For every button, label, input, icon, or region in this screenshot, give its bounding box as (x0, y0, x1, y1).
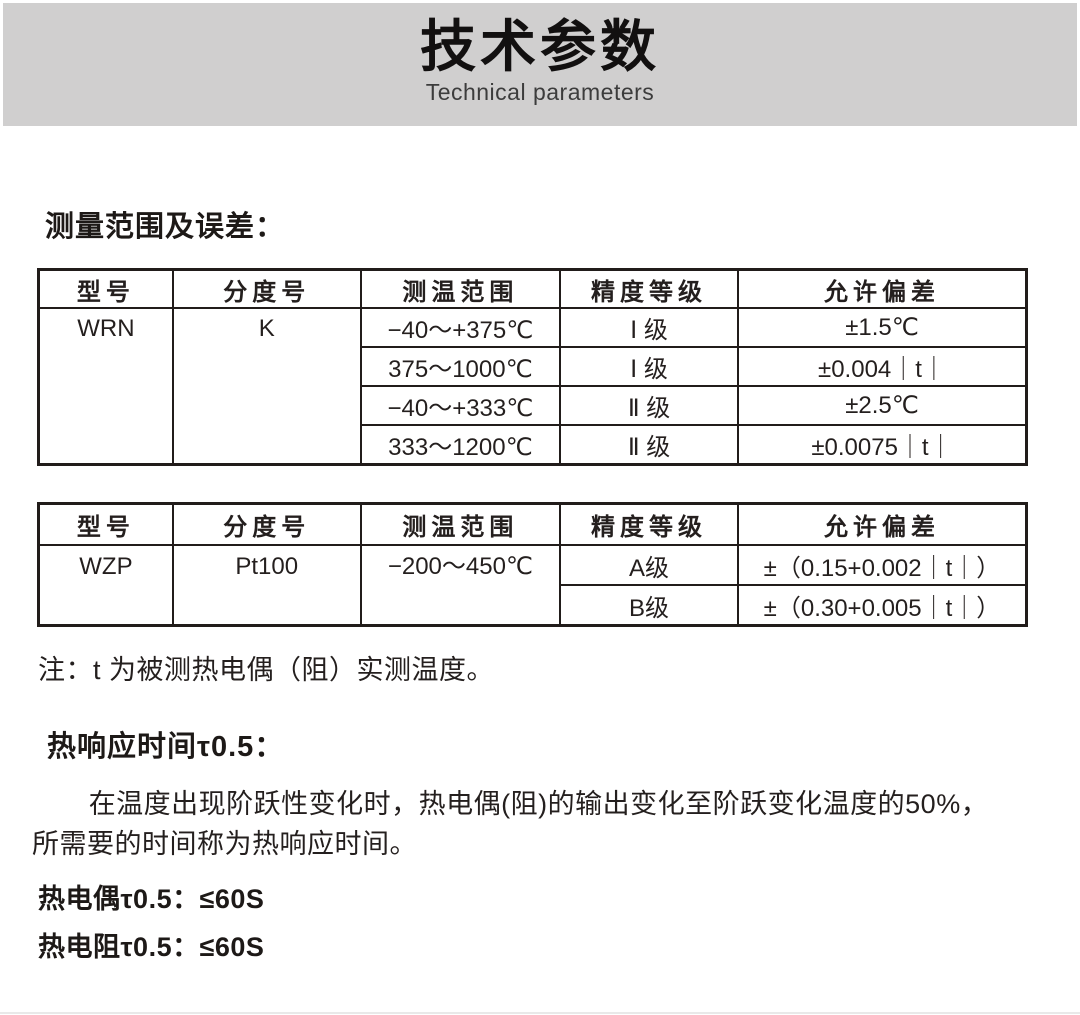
cell-accuracy-grade: Ⅱ 级 (559, 385, 739, 426)
cell-allowed-deviation: ±1.5℃ (736, 307, 1028, 348)
cell-graduation: Pt100 (171, 544, 362, 627)
column-header-deviation: 允许偏差 (736, 268, 1028, 309)
cell-model: WRN (37, 307, 174, 466)
table-row: B级 ±（0.30+0.005｜t｜） (39, 584, 1028, 627)
cell-temp-range: −200～450℃ (359, 544, 562, 627)
page-title: 技术参数 (420, 15, 660, 78)
column-header-model: 型号 (37, 268, 174, 309)
rtd-response-time: 热电阻τ0.5：≤60S (38, 932, 265, 962)
cell-temp-range: 375～1000℃ (359, 346, 562, 387)
cell-allowed-deviation: ±2.5℃ (736, 385, 1028, 426)
table-row: −40～+333℃ Ⅱ 级 ±2.5℃ (39, 385, 1028, 426)
section-title-response-time: 热响应时间τ0.5： (47, 731, 285, 763)
column-header-deviation: 允许偏差 (736, 502, 1028, 546)
thermocouple-spec-table: 型号 分度号 测温范围 精度等级 允许偏差 WRN K −40～+375℃ Ⅰ … (37, 268, 1028, 466)
column-header-model: 型号 (37, 502, 174, 546)
column-header-graduation: 分度号 (171, 268, 362, 309)
column-header-grade: 精度等级 (559, 268, 739, 309)
column-header-range: 测温范围 (359, 502, 562, 546)
thermocouple-response-time: 热电偶τ0.5：≤60S (38, 884, 265, 914)
page-subtitle: Technical parameters (425, 79, 655, 106)
rtd-spec-table: 型号 分度号 测温范围 精度等级 允许偏差 WZP Pt100 −200～450… (37, 502, 1028, 627)
cell-allowed-deviation: ±0.0075｜t｜ (736, 424, 1028, 466)
cell-accuracy-grade: Ⅰ 级 (559, 307, 739, 348)
cell-accuracy-grade: Ⅰ 级 (559, 346, 739, 387)
table-header-row: 型号 分度号 测温范围 精度等级 允许偏差 (37, 268, 1028, 309)
column-header-graduation: 分度号 (171, 502, 362, 546)
table-row: 333～1200℃ Ⅱ 级 ±0.0075｜t｜ (39, 424, 1028, 466)
table-row: 375～1000℃ Ⅰ 级 ±0.004｜t｜ (39, 346, 1028, 387)
table-row: WZP Pt100 −200～450℃ A级 ±（0.15+0.002｜t｜） (37, 544, 1028, 627)
cell-accuracy-grade: A级 (559, 544, 739, 586)
cell-allowed-deviation: ±（0.15+0.002｜t｜） (736, 544, 1028, 586)
cell-accuracy-grade: Ⅱ 级 (559, 424, 739, 466)
table-header-row: 型号 分度号 测温范围 精度等级 允许偏差 (37, 502, 1028, 546)
table-row: WRN K −40～+375℃ Ⅰ 级 ±1.5℃ (37, 307, 1028, 466)
cell-accuracy-grade: B级 (559, 584, 739, 627)
cell-model: WZP (37, 544, 174, 627)
cell-temp-range: −40～+333℃ (359, 385, 562, 426)
cell-graduation: K (171, 307, 362, 466)
response-time-description: 在温度出现阶跃性变化时，热电偶(阻)的输出变化至阶跃变化温度的50%，所需要的时… (32, 789, 989, 859)
bottom-divider (0, 1012, 1080, 1014)
note-text: 注：t 为被测热电偶（阻）实测温度。 (38, 655, 495, 685)
column-header-range: 测温范围 (359, 268, 562, 309)
section-title-measurement: 测量范围及误差： (45, 211, 286, 243)
column-header-grade: 精度等级 (559, 502, 739, 546)
cell-temp-range: −40～+375℃ (359, 307, 562, 348)
cell-allowed-deviation: ±（0.30+0.005｜t｜） (736, 584, 1028, 627)
cell-allowed-deviation: ±0.004｜t｜ (736, 346, 1028, 387)
header-band: 技术参数 Technical parameters (3, 3, 1077, 126)
cell-temp-range: 333～1200℃ (359, 424, 562, 466)
